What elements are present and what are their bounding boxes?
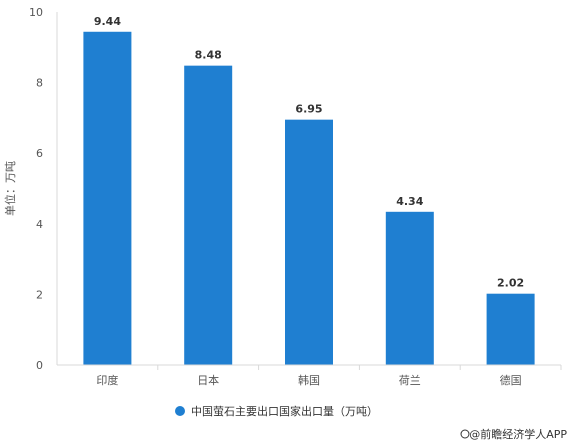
legend-label: 中国萤石主要出口国家出口量（万吨） <box>191 404 378 418</box>
bar[interactable] <box>385 211 434 365</box>
credit-text: @前瞻经济学人APP <box>469 427 567 441</box>
x-tick-label: 韩国 <box>298 373 320 387</box>
data-label: 4.34 <box>396 195 423 208</box>
bar[interactable] <box>83 31 132 365</box>
y-tick-label: 4 <box>36 218 43 231</box>
bar[interactable] <box>285 119 333 365</box>
data-label: 8.48 <box>195 49 222 62</box>
x-tick-label: 荷兰 <box>399 374 421 387</box>
data-label: 2.02 <box>497 277 524 290</box>
bar[interactable] <box>486 293 535 365</box>
y-tick-label: 0 <box>36 359 43 372</box>
x-tick-label: 印度 <box>96 373 118 387</box>
bar[interactable] <box>184 65 233 365</box>
data-label: 9.44 <box>94 15 121 28</box>
legend[interactable]: 中国萤石主要出口国家出口量（万吨） <box>175 404 378 418</box>
y-axis: 0 2 4 6 8 10 <box>29 6 58 372</box>
legend-marker <box>175 406 185 416</box>
x-tick-label: 德国 <box>500 373 522 387</box>
y-tick-label: 6 <box>36 147 43 160</box>
copyright-icon <box>460 429 470 439</box>
y-tick-label: 2 <box>36 288 43 301</box>
x-tick-label: 日本 <box>197 373 219 387</box>
y-tick-label: 10 <box>29 6 43 19</box>
y-axis-title: 单位：万吨 <box>3 161 17 216</box>
credit: @前瞻经济学人APP <box>460 427 567 441</box>
y-tick-label: 8 <box>36 77 43 90</box>
data-label: 6.95 <box>295 103 322 116</box>
x-axis: 印度 日本 韩国 荷兰 德国 <box>57 364 562 387</box>
